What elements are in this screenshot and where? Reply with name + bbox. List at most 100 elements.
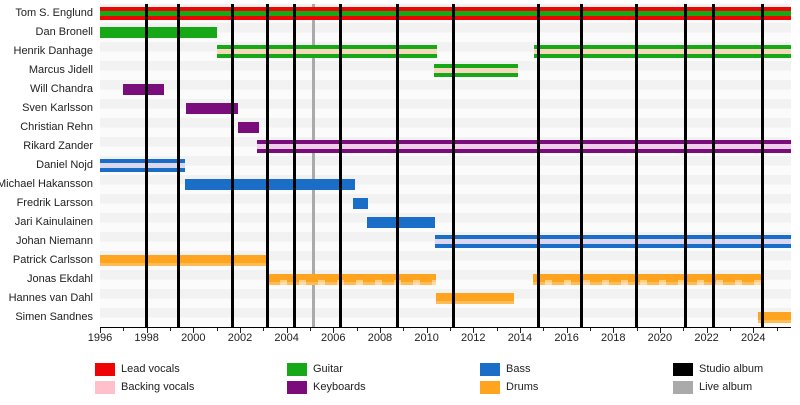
member-bar-henrik-danhage <box>216 45 438 58</box>
axis-tick-1998 <box>146 328 148 333</box>
member-label-michael-hakansson: Michael Hakansson <box>0 178 93 190</box>
legend-label-keyboards: Keyboards <box>313 381 366 393</box>
member-label-johan-niemann: Johan Niemann <box>15 235 93 247</box>
axis-tick-2018 <box>613 328 615 333</box>
member-bar-rikard-zander <box>257 140 791 153</box>
member-label-christian-rehn: Christian Rehn <box>20 121 93 133</box>
axis-tick-2004 <box>286 328 288 333</box>
axis-tick-2001 <box>216 328 218 331</box>
member-bar-patrick-carlsson <box>100 255 268 266</box>
axis-tick-2010 <box>426 328 428 333</box>
axis-tick-2007 <box>356 328 358 331</box>
member-label-fredrik-larsson: Fredrik Larsson <box>16 197 93 209</box>
year-label-2008: 2008 <box>367 332 393 344</box>
backing-vocals-stripe <box>533 49 791 54</box>
year-label-2012: 2012 <box>461 332 486 344</box>
legend-swatch-live-album <box>673 381 693 394</box>
year-label-2016: 2016 <box>554 332 579 344</box>
year-label-2004: 2004 <box>274 332 299 344</box>
studio-album-line <box>451 4 455 327</box>
member-label-jari-kainulainen: Jari Kainulainen <box>14 216 93 228</box>
member-bar-tom-s-englund <box>100 7 791 20</box>
member-bar-will-chandra <box>123 84 165 95</box>
axis-tick-2022 <box>706 328 708 333</box>
year-label-1996: 1996 <box>87 332 113 344</box>
backing-vocals-stripe <box>434 239 791 244</box>
studio-album-line <box>176 4 180 327</box>
member-label-patrick-carlsson: Patrick Carlsson <box>12 254 93 266</box>
legend-label-drums: Drums <box>506 381 539 393</box>
member-bar-johan-niemann <box>434 235 791 248</box>
backing-vocals-stripe <box>216 49 438 54</box>
member-label-marcus-jidell: Marcus Jidell <box>28 64 93 76</box>
legend-swatch-drums <box>480 381 500 394</box>
axis-tick-2023 <box>729 328 731 331</box>
backing-vocals-stripe <box>100 163 186 168</box>
legend-label-guitar: Guitar <box>313 363 343 375</box>
axis-tick-2016 <box>566 328 568 333</box>
member-label-rikard-zander: Rikard Zander <box>23 140 93 152</box>
legend-swatch-bass <box>480 363 500 376</box>
studio-album-line <box>338 4 342 327</box>
year-label-2010: 2010 <box>414 332 439 344</box>
axis-tick-1996 <box>100 328 101 333</box>
legend-label-live-album: Live album <box>699 381 753 393</box>
member-bar-fredrik-larsson <box>353 198 369 209</box>
legend-swatch-guitar <box>287 363 307 376</box>
legend-label-bass: Bass <box>506 363 531 375</box>
legend-label-backing-vocals: Backing vocals <box>121 381 195 393</box>
year-label-2022: 2022 <box>694 332 719 344</box>
axis-tick-2024 <box>753 328 755 333</box>
axis-tick-2006 <box>333 328 335 333</box>
legend: Lead vocals Backing vocals Guitar Keyboards… <box>0 360 800 405</box>
x-axis-line <box>100 327 791 328</box>
member-label-will-chandra: Will Chandra <box>30 83 93 95</box>
axis-tick-2021 <box>683 328 685 331</box>
member-bar-jonas-ekdahl <box>532 274 763 285</box>
axis-tick-2014 <box>519 328 521 333</box>
studio-album-line <box>395 4 399 327</box>
plot-area <box>100 4 791 327</box>
legend-label-studio-album: Studio album <box>699 363 764 375</box>
axis-tick-2008 <box>379 328 381 333</box>
legend-swatch-lead-vocals <box>95 363 115 376</box>
member-label-sven-karlsson: Sven Karlsson <box>22 102 93 114</box>
axis-tick-2002 <box>239 328 241 333</box>
member-bar-jari-kainulainen <box>367 217 435 228</box>
axis-tick-2025 <box>776 328 778 331</box>
studio-album-line <box>580 4 584 327</box>
member-label-hannes-van-dahl: Hannes van Dahl <box>8 292 93 304</box>
legend-swatch-backing-vocals <box>95 381 115 394</box>
axis-tick-2017 <box>589 328 591 331</box>
axis-tick-1999 <box>169 328 171 331</box>
year-label-2000: 2000 <box>181 332 206 344</box>
axis-tick-1997 <box>123 328 125 331</box>
member-bar-sven-karlsson <box>186 103 238 114</box>
axis-tick-2005 <box>309 328 311 331</box>
year-label-2006: 2006 <box>321 332 346 344</box>
axis-tick-2015 <box>543 328 545 331</box>
member-bar-jonas-ekdahl <box>267 274 436 285</box>
member-label-daniel-nojd: Daniel Nojd <box>36 159 93 171</box>
studio-album-line <box>266 4 270 327</box>
studio-album-line <box>537 4 541 327</box>
legend-swatch-keyboards <box>287 381 307 394</box>
live-album-line <box>311 4 315 327</box>
member-bar-dan-bronell <box>100 27 217 38</box>
studio-album-line <box>635 4 639 327</box>
year-label-1998: 1998 <box>134 332 159 344</box>
studio-album-line <box>761 4 765 327</box>
axis-tick-2000 <box>193 328 195 333</box>
year-label-2018: 2018 <box>601 332 626 344</box>
member-bar-henrik-danhage <box>533 45 791 58</box>
axis-tick-2013 <box>496 328 498 331</box>
member-bar-christian-rehn <box>237 122 259 133</box>
year-label-2020: 2020 <box>647 332 673 344</box>
studio-album-line <box>293 4 297 327</box>
studio-album-line <box>231 4 235 327</box>
year-label-2024: 2024 <box>740 332 766 344</box>
year-label-2014: 2014 <box>507 332 533 344</box>
backing-vocals-stripe <box>433 68 518 73</box>
axis-tick-2003 <box>263 328 265 331</box>
